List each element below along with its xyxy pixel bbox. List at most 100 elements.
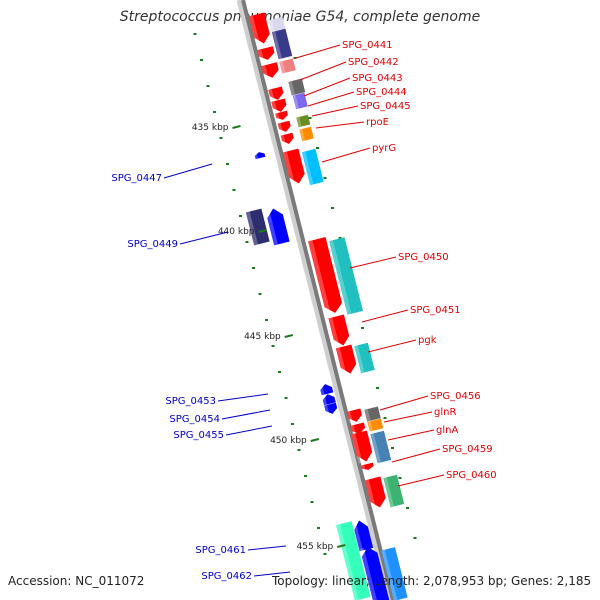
gene-block-0455[interactable] xyxy=(324,402,338,416)
gene-block-0459[interactable] xyxy=(361,462,374,472)
label-leader-line xyxy=(247,545,287,551)
gene-block-glnA-body xyxy=(351,430,373,462)
gene-label-spg_0449[interactable]: SPG_0449 xyxy=(127,239,178,250)
feature-block-0443[interactable] xyxy=(288,78,306,96)
feature-block-pgk[interactable] xyxy=(354,342,375,374)
feature-block-pyrG[interactable] xyxy=(301,148,324,186)
gene-label-spg_0442[interactable]: SPG_0442 xyxy=(348,57,399,68)
gene-block-0462[interactable] xyxy=(359,545,391,600)
gene-block-0441c[interactable] xyxy=(257,46,275,62)
gene-label-spg_0455[interactable]: SPG_0455 xyxy=(173,430,224,441)
gene-block-0456[interactable] xyxy=(346,408,363,424)
gene-block-0445[interactable] xyxy=(275,110,289,122)
gene-block-glnR[interactable] xyxy=(350,422,366,436)
gene-label-spg_0447[interactable]: SPG_0447 xyxy=(111,173,162,184)
feature-block-pgk-body xyxy=(354,342,375,374)
feature-block-0443-body xyxy=(288,78,306,96)
gene-label-spg_0453[interactable]: SPG_0453 xyxy=(165,396,216,407)
gene-block-pyrG[interactable] xyxy=(282,148,307,186)
gene-block-0447[interactable] xyxy=(254,151,266,160)
gene-block-0441c-shade xyxy=(257,49,265,62)
gene-label-spg_0450[interactable]: SPG_0450 xyxy=(398,252,449,263)
feature-block-0460[interactable] xyxy=(383,474,405,508)
feature-block-rpoE[interactable] xyxy=(299,126,314,142)
feature-block-0442[interactable] xyxy=(279,58,296,74)
gene-label-spg_0460[interactable]: SPG_0460 xyxy=(446,470,497,481)
gene-label-glnr[interactable]: glnR xyxy=(434,407,456,418)
gene-label-spg_0443[interactable]: SPG_0443 xyxy=(352,73,403,84)
label-leader-line xyxy=(379,395,429,411)
map-title: Streptococcus pneumoniae G54, complete g… xyxy=(119,9,481,25)
gene-block-glnA[interactable] xyxy=(351,430,374,464)
feature-block-0450[interactable] xyxy=(329,237,363,315)
gene-block-0445-body xyxy=(275,110,288,120)
gene-block-0461-body xyxy=(354,520,374,552)
feature-block-0444-shade xyxy=(292,94,300,110)
gene-block-glnR-shade xyxy=(350,424,357,436)
feature-block-0462[interactable] xyxy=(381,547,408,600)
gene-block-0444[interactable] xyxy=(271,98,287,114)
gene-block-0451-shade xyxy=(328,317,340,348)
gene-label-glna[interactable]: glnA xyxy=(436,425,458,436)
gene-label-spg_0462[interactable]: SPG_0462 xyxy=(201,571,252,582)
gene-block-pgk[interactable] xyxy=(335,344,358,376)
feature-block-0441b[interactable] xyxy=(271,28,293,60)
gene-block-0459-shade xyxy=(361,464,366,472)
gene-block-0444-body xyxy=(271,98,287,112)
gene-block-0461[interactable] xyxy=(352,519,374,552)
label-leader-line xyxy=(321,147,371,163)
label-leader-line xyxy=(383,411,433,423)
gene-label-pgk[interactable]: pgk xyxy=(418,335,437,346)
gene-block-0450[interactable] xyxy=(308,236,344,316)
gene-label-spg_0454[interactable]: SPG_0454 xyxy=(169,414,220,425)
feature-block-0444[interactable] xyxy=(292,92,308,110)
feature-block-0461[interactable] xyxy=(336,521,371,600)
gene-label-spg_0441[interactable]: SPG_0441 xyxy=(342,40,393,51)
feature-block-pyrG-shade xyxy=(301,151,314,186)
gene-block-0450-body xyxy=(308,236,343,313)
gene-label-spg_0451[interactable]: SPG_0451 xyxy=(410,305,461,316)
feature-block-0442-body xyxy=(279,58,296,74)
feature-block-0442-shade xyxy=(279,61,286,74)
summary-label: Topology: linear; Length: 2,078,953 bp; … xyxy=(272,574,592,588)
feature-block-rpoE-body xyxy=(299,126,314,142)
accession-label: Accession: NC_011072 xyxy=(8,574,145,588)
gene-label-spg_0444[interactable]: SPG_0444 xyxy=(356,87,407,98)
feature-block-0441b-shade xyxy=(271,31,282,60)
gene-block-pyrG-body xyxy=(282,148,305,184)
feature-block-0462-shade xyxy=(381,549,398,600)
gene-label-spg_0445[interactable]: SPG_0445 xyxy=(360,101,411,112)
gene-label-rpoe[interactable]: rpoE xyxy=(366,117,389,128)
gene-block-rpoE2-body xyxy=(280,132,294,144)
gene-block-0441[interactable] xyxy=(248,12,272,46)
gene-block-0442[interactable] xyxy=(261,62,280,80)
gene-label-spg_0461[interactable]: SPG_0461 xyxy=(195,545,246,556)
gene-block-0453[interactable] xyxy=(319,383,334,396)
gene-label-pyrg[interactable]: pyrG xyxy=(372,143,396,154)
gene-block-pyrG-shade xyxy=(282,151,295,186)
gene-block-0451[interactable] xyxy=(328,314,351,348)
scale-tick-mark xyxy=(284,334,293,338)
gene-block-0455-body xyxy=(324,402,338,414)
gene-block-0449[interactable] xyxy=(265,207,290,246)
feature-block-glnA[interactable] xyxy=(370,430,392,464)
feature-block-0441b-body xyxy=(271,28,293,60)
feature-block-0456[interactable] xyxy=(364,406,381,422)
scale-tick-mark xyxy=(232,125,241,129)
feature-block-glnR[interactable] xyxy=(367,418,384,432)
label-leader-line xyxy=(299,61,347,81)
gene-block-0443-body xyxy=(268,86,284,100)
gene-label-spg_0456[interactable]: SPG_0456 xyxy=(430,391,481,402)
gene-block-0460-body xyxy=(364,476,386,508)
gene-block-rpoE2[interactable] xyxy=(280,132,295,146)
feature-block-0445[interactable] xyxy=(296,114,311,128)
gene-block-0443[interactable] xyxy=(268,86,284,102)
gene-block-rpoE[interactable] xyxy=(277,120,292,134)
feature-block-0461-shade xyxy=(336,524,359,600)
gene-block-0460[interactable] xyxy=(364,476,388,510)
left-guide-track xyxy=(193,33,327,555)
gene-label-spg_0459[interactable]: SPG_0459 xyxy=(442,444,493,455)
gene-block-0454[interactable] xyxy=(321,393,336,406)
label-leader-line xyxy=(179,231,229,245)
